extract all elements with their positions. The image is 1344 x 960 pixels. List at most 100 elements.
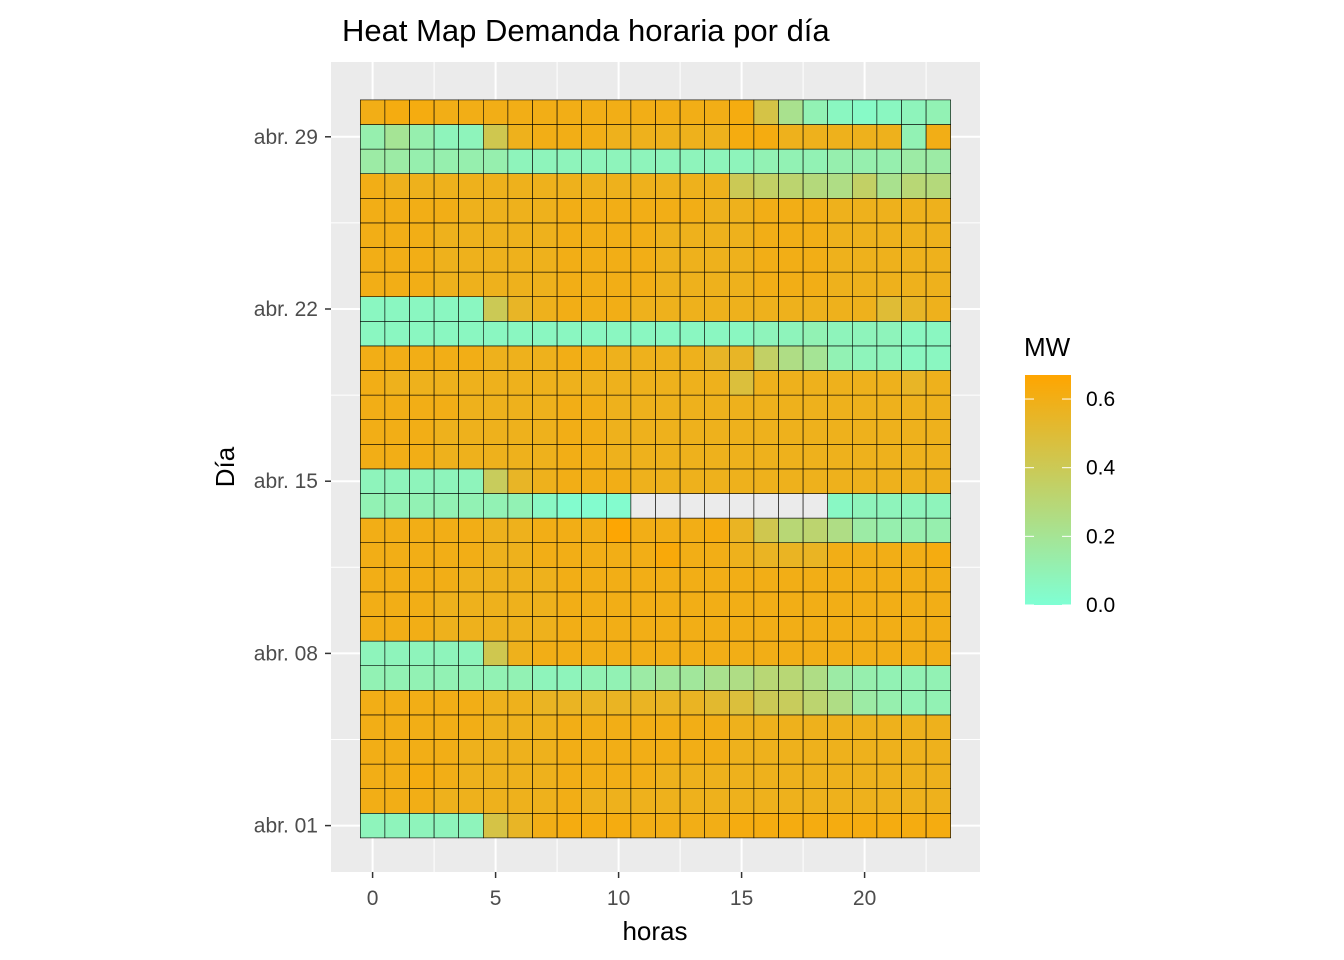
heatmap-tile	[851, 198, 878, 224]
heatmap-tile	[778, 296, 804, 322]
heatmap-tile	[925, 148, 951, 175]
heatmap-tile	[384, 468, 410, 494]
y-tick-label: abr. 01	[254, 815, 318, 838]
heatmap-tile	[532, 542, 558, 568]
heatmap-tile	[556, 566, 582, 593]
heatmap-tile	[827, 124, 853, 150]
heatmap-tile	[876, 616, 902, 642]
heatmap-tile	[728, 222, 755, 248]
heatmap-tile	[581, 148, 607, 175]
heatmap-tile	[753, 616, 779, 642]
heatmap-tile	[876, 788, 902, 814]
heatmap-tile	[458, 640, 484, 666]
heatmap-tile	[778, 517, 804, 543]
legend-colorbar	[1025, 375, 1071, 605]
heatmap-tile	[458, 788, 484, 814]
heatmap-tile	[851, 566, 878, 593]
heatmap-tile	[851, 739, 878, 765]
heatmap-tile	[876, 542, 902, 568]
heatmap-tile	[384, 271, 410, 298]
heatmap-tile	[753, 591, 779, 617]
heatmap-tile	[704, 788, 730, 814]
heatmap-tile	[581, 763, 607, 789]
heatmap-tile	[728, 345, 755, 371]
heatmap-tile	[433, 788, 460, 814]
heatmap-tile	[778, 320, 804, 347]
heatmap-tile	[925, 443, 951, 470]
heatmap-tile	[655, 788, 681, 814]
heatmap-tile	[482, 370, 509, 396]
heatmap-tile	[679, 714, 705, 740]
heatmap-tile	[851, 370, 878, 396]
heatmap-tile	[802, 419, 828, 445]
heatmap-tile	[433, 419, 460, 445]
heatmap-tile	[753, 468, 779, 494]
heatmap-tile	[556, 812, 582, 839]
heatmap-tile	[409, 640, 435, 666]
heatmap-tile	[359, 763, 386, 789]
heatmap-tile	[605, 271, 632, 298]
y-axis: abr. 01 abr. 08 abr. 15 abr. 22 abr. 29	[254, 126, 331, 838]
heatmap-tile	[605, 99, 632, 125]
heatmap-tile	[876, 493, 902, 519]
heatmap-tile	[679, 739, 705, 765]
heatmap-tile	[827, 320, 853, 347]
heatmap-tile	[704, 493, 730, 519]
heatmap-tile	[679, 763, 705, 789]
heatmap-tile	[458, 99, 484, 125]
heatmap-tile	[851, 788, 878, 814]
legend-tick-label: 0.0	[1086, 594, 1115, 617]
heatmap-tile	[409, 247, 435, 273]
heatmap-tile	[802, 566, 828, 593]
heatmap-tile	[630, 591, 656, 617]
heatmap-tile	[876, 812, 902, 839]
heatmap-tile	[876, 173, 902, 199]
heatmap-tile	[482, 591, 509, 617]
heatmap-tile	[876, 124, 902, 150]
heatmap-tile	[507, 443, 533, 470]
heatmap-tile	[507, 198, 533, 224]
heatmap-tile	[778, 739, 804, 765]
heatmap-tile	[753, 739, 779, 765]
heatmap-tile	[359, 566, 386, 593]
heatmap-tile	[851, 173, 878, 199]
heatmap-tile	[753, 271, 779, 298]
heatmap-tile	[581, 296, 607, 322]
heatmap-tile	[704, 370, 730, 396]
heatmap-tile	[778, 714, 804, 740]
heatmap-tile	[359, 370, 386, 396]
heatmap-tile	[630, 148, 656, 175]
heatmap-tile	[507, 812, 533, 839]
heatmap-tile	[605, 763, 632, 789]
heatmap-tile	[605, 591, 632, 617]
heatmap-tile	[507, 566, 533, 593]
heatmap-tile	[409, 468, 435, 494]
y-axis-title: Día	[210, 446, 240, 487]
heatmap-tile	[655, 247, 681, 273]
heatmap-tile	[728, 124, 755, 150]
heatmap-tile	[482, 739, 509, 765]
heatmap-tile	[679, 99, 705, 125]
heatmap-tile	[605, 222, 632, 248]
heatmap-tile	[556, 640, 582, 666]
heatmap-tile	[778, 812, 804, 839]
heatmap-tile	[507, 222, 533, 248]
heatmap-tile	[827, 468, 853, 494]
heatmap-tile	[753, 517, 779, 543]
heatmap-tile	[605, 542, 632, 568]
heatmap-tile	[532, 419, 558, 445]
heatmap-tile	[532, 517, 558, 543]
heatmap-tile	[704, 443, 730, 470]
heatmap-tile	[851, 591, 878, 617]
heatmap-tile	[532, 99, 558, 125]
heatmap-tile	[851, 714, 878, 740]
heatmap-tile	[556, 763, 582, 789]
heatmap-tile	[556, 148, 582, 175]
heatmap-tile	[556, 493, 582, 519]
heatmap-tile	[532, 296, 558, 322]
heatmap-tile	[925, 419, 951, 445]
heatmap-tile	[409, 542, 435, 568]
heatmap-tile	[532, 689, 558, 716]
heatmap-tile	[556, 517, 582, 543]
heatmap-tile	[925, 468, 951, 494]
